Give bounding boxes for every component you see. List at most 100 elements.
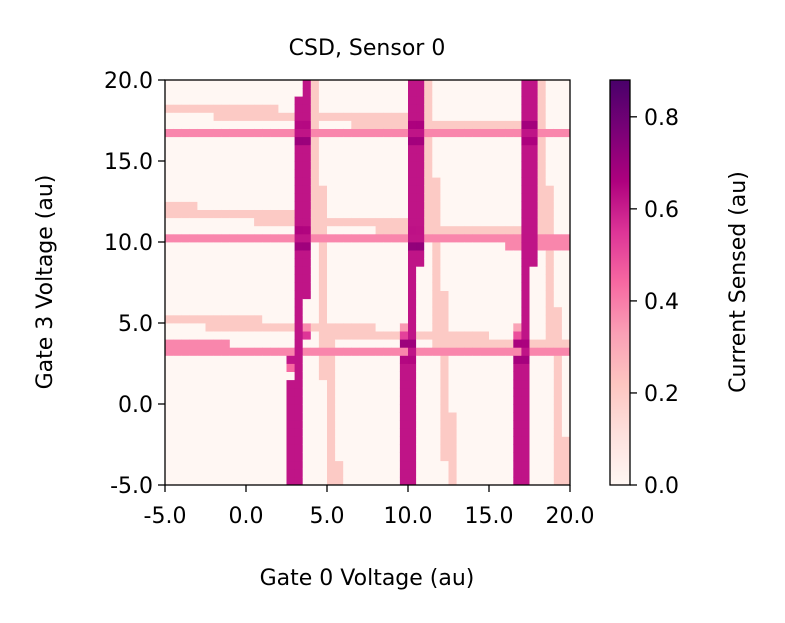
heatmap-cell [246,314,255,324]
heatmap-cell [375,339,385,348]
heatmap-cell [391,412,401,421]
heatmap-cell [173,379,182,389]
heatmap-cell [521,193,530,202]
heatmap-cell [561,112,571,121]
heatmap-cell [513,177,522,186]
heatmap-cell [545,177,555,186]
heatmap-cell [472,323,482,332]
heatmap-cell [416,233,425,243]
heatmap-cell [440,201,449,210]
heatmap-cell [318,120,328,129]
heatmap-cell [383,387,393,397]
heatmap-cell [351,363,360,372]
heatmap-cell [424,476,433,486]
heatmap-cell [416,476,425,486]
heatmap-cell [416,80,425,89]
heatmap-cell [367,404,376,413]
heatmap-cell [181,177,190,186]
heatmap-cell [521,298,530,308]
heatmap-cell [432,444,441,453]
heatmap-cell [237,323,247,332]
heatmap-cell [553,339,563,348]
heatmap-cell [165,250,174,259]
heatmap-cell [310,185,320,194]
heatmap-cell [456,379,466,389]
heatmap-cell [262,266,271,275]
heatmap-cell [391,339,401,348]
heatmap-cell [424,242,433,251]
heatmap-cell [270,201,279,210]
heatmap-cell [351,452,360,462]
heatmap-cell [262,152,271,162]
heatmap-cell [553,80,563,89]
heatmap-cell [505,444,514,453]
heatmap-cell [213,290,223,300]
heatmap-cell [553,209,563,219]
heatmap-cell [375,185,385,194]
heatmap-cell [464,460,474,470]
heatmap-cell [278,323,287,332]
heatmap-cell [497,185,506,194]
heatmap-cell [375,250,385,259]
heatmap-cell [286,266,295,275]
heatmap-cell [505,209,514,219]
heatmap-cell [237,404,247,413]
heatmap-cell [416,412,425,421]
heatmap-cell [375,136,385,146]
x-tick-label: 15.0 [465,504,514,529]
heatmap-cell [286,282,295,291]
heatmap-cell [181,379,190,389]
heatmap-cell [189,387,198,397]
heatmap-cell [173,80,182,89]
heatmap-cell [383,428,393,437]
heatmap-cell [359,314,368,324]
heatmap-cell [229,314,239,324]
heatmap-cell [383,88,393,97]
heatmap-cell [254,323,263,332]
heatmap-cell [432,476,441,486]
heatmap-cell [229,298,239,308]
heatmap-cell [424,371,433,381]
heatmap-cell [513,96,522,105]
heatmap-cell [318,144,328,154]
heatmap-cell [472,120,482,129]
heatmap-cell [472,185,482,194]
heatmap-cell [197,371,206,381]
heatmap-cell [440,314,449,324]
heatmap-cell [529,152,538,162]
heatmap-cell [343,436,352,445]
heatmap-cell [432,193,441,202]
heatmap-cell [310,250,320,259]
heatmap-cell [432,258,441,267]
heatmap-cell [545,282,555,291]
heatmap-cell [254,233,263,243]
heatmap-cell [359,233,368,243]
heatmap-cell [237,428,247,437]
heatmap-cell [310,161,320,170]
heatmap-cell [173,306,182,316]
heatmap-cell [254,379,263,389]
heatmap-cell [310,96,320,105]
heatmap-cell [472,282,482,291]
heatmap-cell [221,460,231,470]
heatmap-cell [440,80,449,89]
heatmap-cell [513,387,522,397]
heatmap-cell [432,387,441,397]
heatmap-cell [480,96,490,105]
heatmap-cell [302,323,312,332]
y-tick-label: 0.0 [118,393,153,418]
heatmap-cell [221,225,231,235]
heatmap-cell [440,290,449,300]
heatmap-cell [480,242,490,251]
heatmap-cell [205,136,214,146]
heatmap-cell [375,274,385,283]
heatmap-cell [497,306,506,316]
heatmap-cell [327,274,336,283]
heatmap-cell [343,290,352,300]
heatmap-cell [480,387,490,397]
heatmap-cell [335,468,344,478]
heatmap-cell [237,209,247,219]
heatmap-cell [246,185,255,194]
heatmap-cell [197,120,206,129]
heatmap-cell [221,428,231,437]
